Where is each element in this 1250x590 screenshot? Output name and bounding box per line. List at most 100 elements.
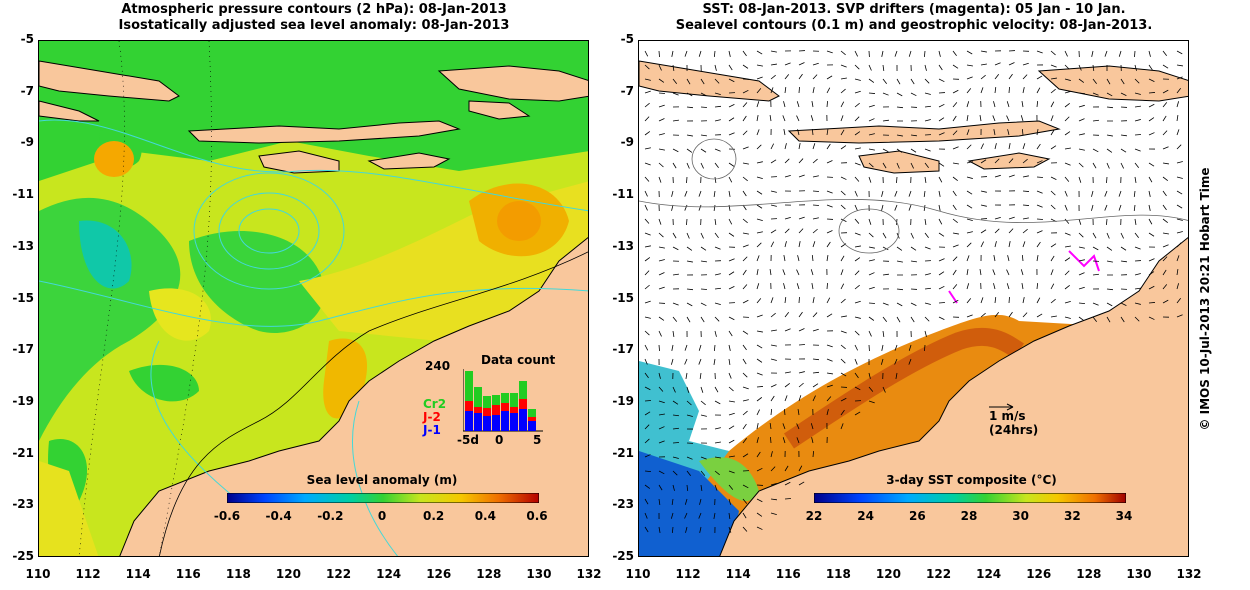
velocity-arrow [966, 269, 969, 276]
velocity-arrow [882, 92, 889, 96]
velocity-arrow [728, 484, 734, 490]
velocity-arrow [686, 92, 693, 97]
velocity-arrow [1091, 50, 1094, 57]
velocity-arrow [742, 102, 748, 108]
velocity-arrow [840, 88, 846, 94]
velocity-arrow [910, 148, 917, 153]
velocity-arrow [1064, 102, 1070, 108]
velocity-arrow [756, 176, 763, 180]
velocity-arrow [1106, 316, 1111, 323]
velocity-arrow [924, 246, 931, 250]
velocity-arrow [1092, 162, 1097, 169]
inset-legend-cr2: Cr2 [423, 397, 447, 411]
velocity-arrow [1120, 162, 1124, 169]
velocity-arrow [756, 283, 760, 290]
velocity-arrow [770, 329, 777, 332]
velocity-arrow [980, 229, 987, 234]
velocity-arrow [1120, 148, 1127, 153]
velocity-arrow [854, 330, 860, 336]
velocity-arrow [894, 50, 898, 57]
velocity-arrow [1176, 255, 1180, 262]
velocity-arrow [672, 414, 680, 417]
velocity-arrow [868, 232, 874, 238]
inset-bar-segment [501, 393, 509, 403]
velocity-arrow [840, 269, 844, 276]
velocity-arrow [756, 204, 763, 209]
velocity-arrow [1064, 116, 1070, 122]
velocity-arrow [1078, 316, 1085, 321]
right-xtick-label: 118 [825, 567, 851, 581]
velocity-arrow [1148, 117, 1155, 122]
velocity-arrow [810, 423, 814, 430]
velocity-arrow [644, 232, 651, 236]
velocity-arrow [644, 90, 651, 94]
velocity-arrow [658, 104, 665, 108]
velocity-arrow [1036, 87, 1041, 94]
velocity-arrow [700, 316, 705, 323]
velocity-arrow [1162, 89, 1169, 94]
velocity-arrow [1078, 286, 1085, 290]
velocity-arrow [728, 498, 732, 505]
velocity-arrow [658, 526, 661, 533]
velocity-arrow [854, 116, 860, 122]
inset-bar-segment [528, 417, 536, 421]
velocity-arrow [1064, 300, 1071, 304]
velocity-arrow [868, 372, 871, 379]
velocity-arrow [854, 176, 860, 182]
velocity-arrow [784, 174, 791, 178]
right-xtick-label: 128 [1076, 567, 1102, 581]
velocity-arrow [698, 358, 702, 365]
velocity-arrow [1134, 302, 1141, 305]
velocity-arrow [684, 512, 688, 519]
sst-velocity-map: 1 m/s (24hrs) 3-day SST composite (°C) 2… [638, 40, 1189, 557]
inset-bar-segment [510, 413, 518, 431]
sla-colorbar-tick: -0.6 [213, 509, 241, 523]
velocity-arrow [1064, 245, 1071, 248]
velocity-arrow [1120, 246, 1127, 251]
velocity-arrow [658, 470, 665, 475]
velocity-arrow [923, 204, 926, 211]
velocity-arrow [840, 315, 847, 318]
velocity-arrow [910, 316, 915, 323]
velocity-arrow [966, 101, 970, 108]
velocity-arrow [1064, 190, 1068, 197]
velocity-arrow [686, 148, 693, 153]
right-xtick-label: 122 [926, 567, 952, 581]
velocity-arrow [644, 512, 648, 519]
velocity-arrow [644, 438, 650, 444]
velocity-arrow [770, 204, 777, 207]
velocity-arrow [894, 358, 898, 365]
velocity-arrow [966, 314, 973, 318]
velocity-arrow [714, 330, 717, 337]
velocity-arrow [1078, 78, 1085, 83]
velocity-arrow [1008, 241, 1011, 248]
velocity-arrow [770, 312, 776, 318]
velocity-arrow [742, 372, 748, 378]
inset-ymax: 240 [425, 359, 451, 373]
velocity-arrow [854, 372, 859, 379]
velocity-arrow [658, 400, 665, 404]
velocity-arrow [1050, 298, 1056, 304]
velocity-arrow [1162, 232, 1169, 235]
velocity-arrow [1022, 158, 1028, 164]
velocity-arrow [1007, 255, 1010, 262]
velocity-arrow [840, 190, 846, 196]
velocity-arrow [684, 498, 688, 505]
velocity-arrow [882, 386, 886, 393]
velocity-arrow [798, 216, 805, 220]
velocity-arrow [840, 409, 845, 416]
velocity-arrow [742, 146, 749, 150]
velocity-arrow [686, 78, 691, 85]
velocity-arrow [756, 409, 760, 416]
velocity-arrow [684, 358, 688, 365]
velocity-arrow [812, 312, 818, 318]
velocity-arrow [756, 190, 763, 195]
velocity-arrow [1148, 204, 1151, 211]
velocity-arrow [994, 312, 1000, 318]
velocity-arrow [966, 129, 970, 136]
velocity-arrow [826, 409, 829, 416]
velocity-arrow [840, 423, 844, 430]
velocity-arrow [1106, 162, 1110, 169]
velocity-arrow [840, 77, 847, 80]
left-xtick-label: 118 [225, 567, 251, 581]
